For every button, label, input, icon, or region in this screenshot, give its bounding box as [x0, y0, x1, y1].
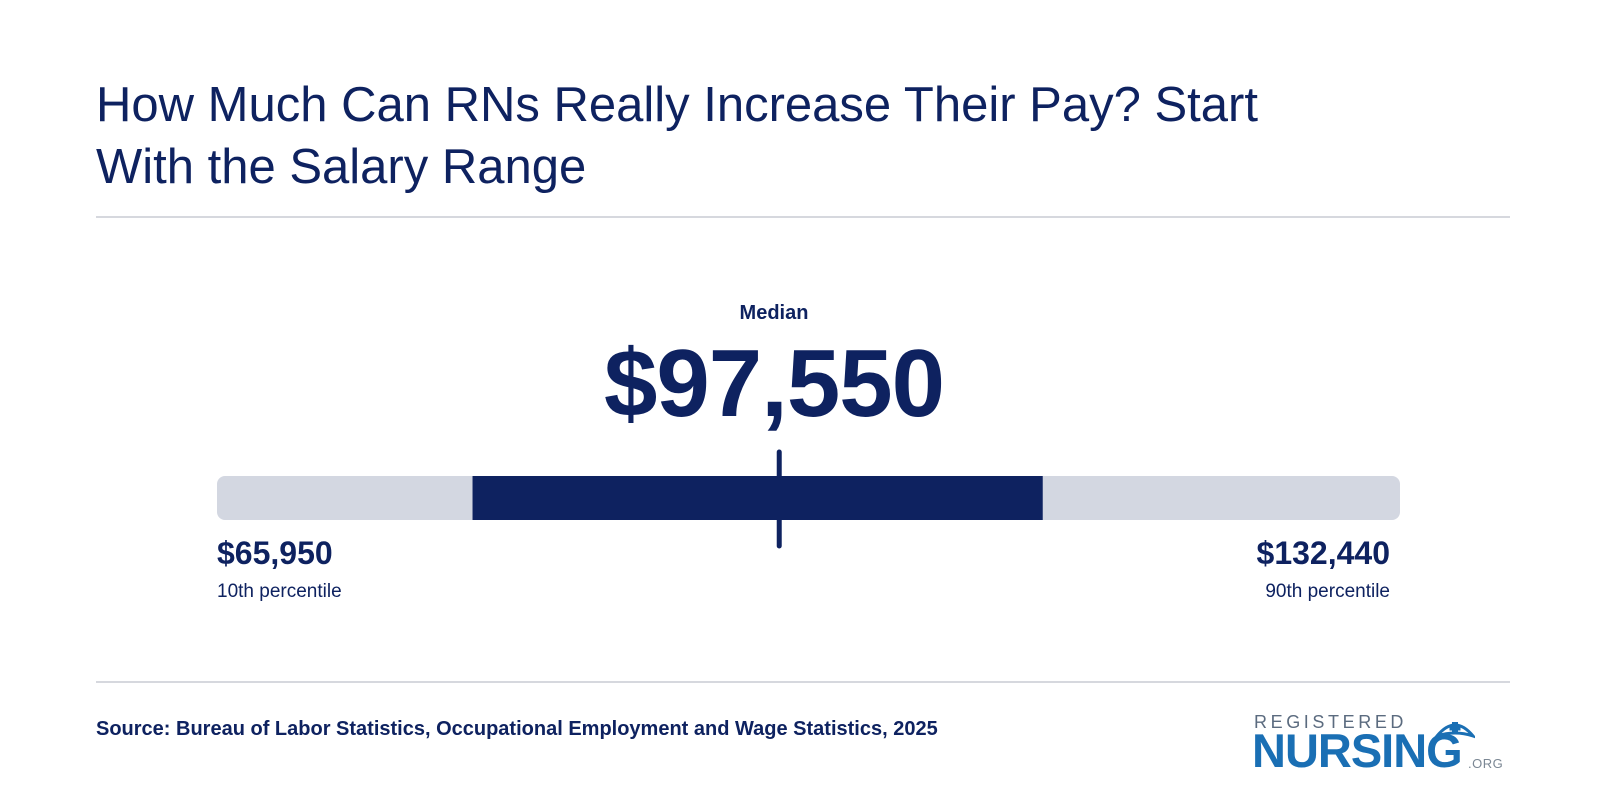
range-max-value: $132,440 — [1256, 535, 1390, 571]
range-min-value: $65,950 — [217, 535, 333, 571]
range-min-label: 10th percentile — [217, 581, 342, 602]
median-label: Median — [739, 302, 809, 324]
page-title: How Much Can RNs Really Increase Their P… — [96, 78, 1258, 194]
logo-top-text: REGISTERED — [1254, 712, 1408, 732]
source-note: Source: Bureau of Labor Statistics, Occu… — [96, 718, 938, 740]
logo-tld-text: .ORG — [1468, 756, 1504, 771]
range-highlight-bar — [472, 476, 1043, 520]
logo-main-text: NURSING — [1252, 724, 1463, 777]
nurse-cap-icon — [1435, 722, 1475, 739]
top-divider — [96, 216, 1510, 218]
registered-nursing-logo: REGISTERED NURSING .ORG — [1252, 712, 1504, 777]
bottom-divider — [96, 681, 1510, 683]
median-value: $97,550 — [603, 330, 945, 437]
range-max-label: 90th percentile — [1265, 581, 1390, 602]
